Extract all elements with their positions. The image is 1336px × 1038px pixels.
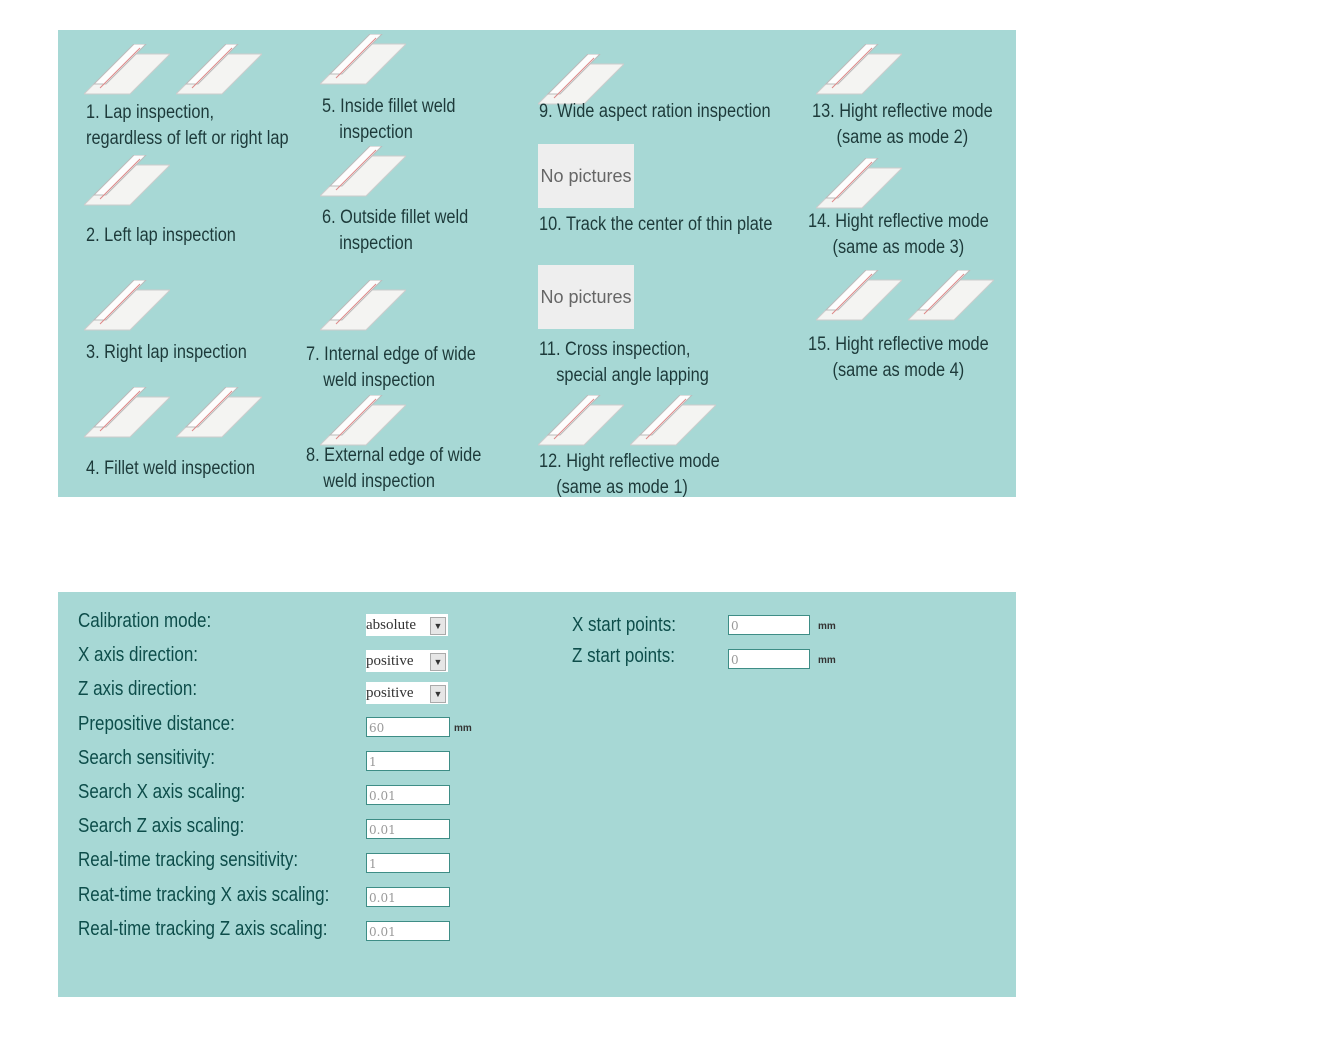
search-x-scaling-label: Search X axis scaling: xyxy=(78,781,246,803)
mode-label-line: inspection xyxy=(339,233,413,254)
mode-label-line: special angle lapping xyxy=(556,365,709,386)
mode-6-label: 6. Outside fillet weld inspection xyxy=(322,205,468,257)
mode-label-line: 3. Right lap inspection xyxy=(86,342,247,363)
x-start-input[interactable]: 0 xyxy=(728,615,810,635)
mode-label-line: (same as mode 2) xyxy=(836,127,969,148)
rt-sensitivity-input[interactable]: 1 xyxy=(366,853,450,873)
search-sensitivity-label: Search sensitivity: xyxy=(78,747,215,769)
mode-label-line: (same as mode 3) xyxy=(832,237,965,258)
mode-label-line: 13. Hight reflective mode xyxy=(812,101,993,122)
mode-7-label: 7. Internal edge of wide weld inspection xyxy=(306,342,476,394)
z-axis-direction-select[interactable]: positive ▼ xyxy=(366,682,448,704)
mode-label-line: weld inspection xyxy=(323,370,435,391)
x-axis-direction-value: positive xyxy=(366,653,414,669)
mode-5-label: 5. Inside fillet weld inspection xyxy=(322,94,456,146)
mode-label-line: 14. Hight reflective mode xyxy=(808,211,989,232)
rt-z-scaling-label: Real-time tracking Z axis scaling: xyxy=(78,918,328,940)
mode-label-line: 12. Hight reflective mode xyxy=(539,451,720,472)
chevron-down-icon: ▼ xyxy=(430,617,446,635)
mode-11-label: 11. Cross inspection, special angle lappi… xyxy=(539,337,709,389)
z-start-unit: mm xyxy=(818,655,836,666)
search-x-scaling-input[interactable]: 0.01 xyxy=(366,785,450,805)
mode-15-label: 15. Hight reflective mode (same as mode 4… xyxy=(808,332,989,384)
rt-x-scaling-label: Reat-time tracking X axis scaling: xyxy=(78,884,330,906)
mode-12-label: 12. Hight reflective mode (same as mode 1… xyxy=(539,449,720,501)
weld-joint-illustration-icon xyxy=(816,44,902,95)
search-z-scaling-label: Search Z axis scaling: xyxy=(78,815,245,837)
mode-label-line: 11. Cross inspection, xyxy=(539,339,691,360)
mode-label-line: 7. Internal edge of wide xyxy=(306,344,476,365)
mode-2-label: 2. Left lap inspection xyxy=(86,223,236,249)
z-start-input[interactable]: 0 xyxy=(728,649,810,669)
calibration-mode-value: absolute xyxy=(366,617,416,633)
z-axis-direction-value: positive xyxy=(366,685,414,701)
calibration-mode-select[interactable]: absolute ▼ xyxy=(366,614,448,636)
x-start-unit: mm xyxy=(818,621,836,632)
mode-label-line: 5. Inside fillet weld xyxy=(322,96,456,117)
x-axis-direction-label: X axis direction: xyxy=(78,644,198,666)
weld-joint-illustration-icon xyxy=(84,387,170,438)
mode-label-line: 10. Track the center of thin plate xyxy=(539,214,773,235)
weld-joint-illustration-icon xyxy=(84,44,170,95)
weld-joint-illustration-icon xyxy=(320,395,406,446)
x-start-label: X start points: xyxy=(572,614,676,636)
mode-label-line: (same as mode 4) xyxy=(832,360,965,381)
weld-joint-illustration-icon xyxy=(320,34,406,85)
chevron-down-icon: ▼ xyxy=(430,685,446,703)
weld-joint-illustration-icon xyxy=(84,280,170,331)
calibration-settings-panel: Calibration mode: absolute ▼ X axis direc… xyxy=(58,592,1016,997)
z-start-label: Z start points: xyxy=(572,645,675,667)
mode-8-label: 8. External edge of wide weld inspection xyxy=(306,443,481,495)
search-sensitivity-input[interactable]: 1 xyxy=(366,751,450,771)
mode-label-line: 9. Wide aspect ration inspection xyxy=(539,101,771,122)
mode-label-line: 8. External edge of wide xyxy=(306,445,482,466)
mode-label-line: (same as mode 1) xyxy=(556,477,688,498)
weld-joint-illustration-icon xyxy=(908,270,994,321)
mode-14-label: 14. Hight reflective mode (same as mode 3… xyxy=(808,209,989,261)
mode-label-line: 2. Left lap inspection xyxy=(86,225,236,246)
mode-13-label: 13. Hight reflective mode (same as mode 2… xyxy=(812,99,993,151)
mode-1-label: 1. Lap inspection, regardless of left or … xyxy=(86,100,289,152)
rt-z-scaling-input[interactable]: 0.01 xyxy=(366,921,450,941)
weld-joint-illustration-icon xyxy=(320,280,406,331)
no-pictures-placeholder: No pictures xyxy=(538,144,634,208)
prepositive-distance-unit: mm xyxy=(454,723,472,734)
chevron-down-icon: ▼ xyxy=(430,653,446,671)
prepositive-distance-input[interactable]: 60 xyxy=(366,717,450,737)
weld-joint-illustration-icon xyxy=(84,155,170,206)
weld-joint-illustration-icon xyxy=(176,44,262,95)
no-pictures-placeholder: No pictures xyxy=(538,265,634,329)
mode-label-line: regardless of left or right lap xyxy=(86,128,289,149)
weld-mode-panel: 1. Lap inspection, regardless of left or … xyxy=(58,30,1016,498)
prepositive-distance-label: Prepositive distance: xyxy=(78,713,235,735)
mode-label-line: weld inspection xyxy=(323,471,435,492)
weld-joint-illustration-icon xyxy=(538,395,624,446)
rt-sensitivity-label: Real-time tracking sensitivity: xyxy=(78,849,299,871)
mode-label-line: 4. Fillet weld inspection xyxy=(86,458,255,479)
mode-label-line: 6. Outside fillet weld xyxy=(322,207,469,228)
weld-joint-illustration-icon xyxy=(816,158,902,209)
z-axis-direction-label: Z axis direction: xyxy=(78,678,198,700)
mode-label-line: 1. Lap inspection, xyxy=(86,102,215,123)
mode-label-line: inspection xyxy=(339,122,413,143)
search-z-scaling-input[interactable]: 0.01 xyxy=(366,819,450,839)
weld-joint-illustration-icon xyxy=(816,270,902,321)
weld-joint-illustration-icon xyxy=(538,54,624,105)
rt-x-scaling-input[interactable]: 0.01 xyxy=(366,887,450,907)
mode-9-label: 9. Wide aspect ration inspection xyxy=(539,99,771,125)
weld-joint-illustration-icon xyxy=(630,395,716,446)
mode-4-label: 4. Fillet weld inspection xyxy=(86,456,255,482)
weld-joint-illustration-icon xyxy=(320,146,406,197)
mode-3-label: 3. Right lap inspection xyxy=(86,340,247,366)
mode-label-line: 15. Hight reflective mode xyxy=(808,334,989,355)
mode-10-label: 10. Track the center of thin plate xyxy=(539,212,772,238)
x-axis-direction-select[interactable]: positive ▼ xyxy=(366,650,448,672)
calibration-mode-label: Calibration mode: xyxy=(78,610,212,632)
weld-joint-illustration-icon xyxy=(176,387,262,438)
